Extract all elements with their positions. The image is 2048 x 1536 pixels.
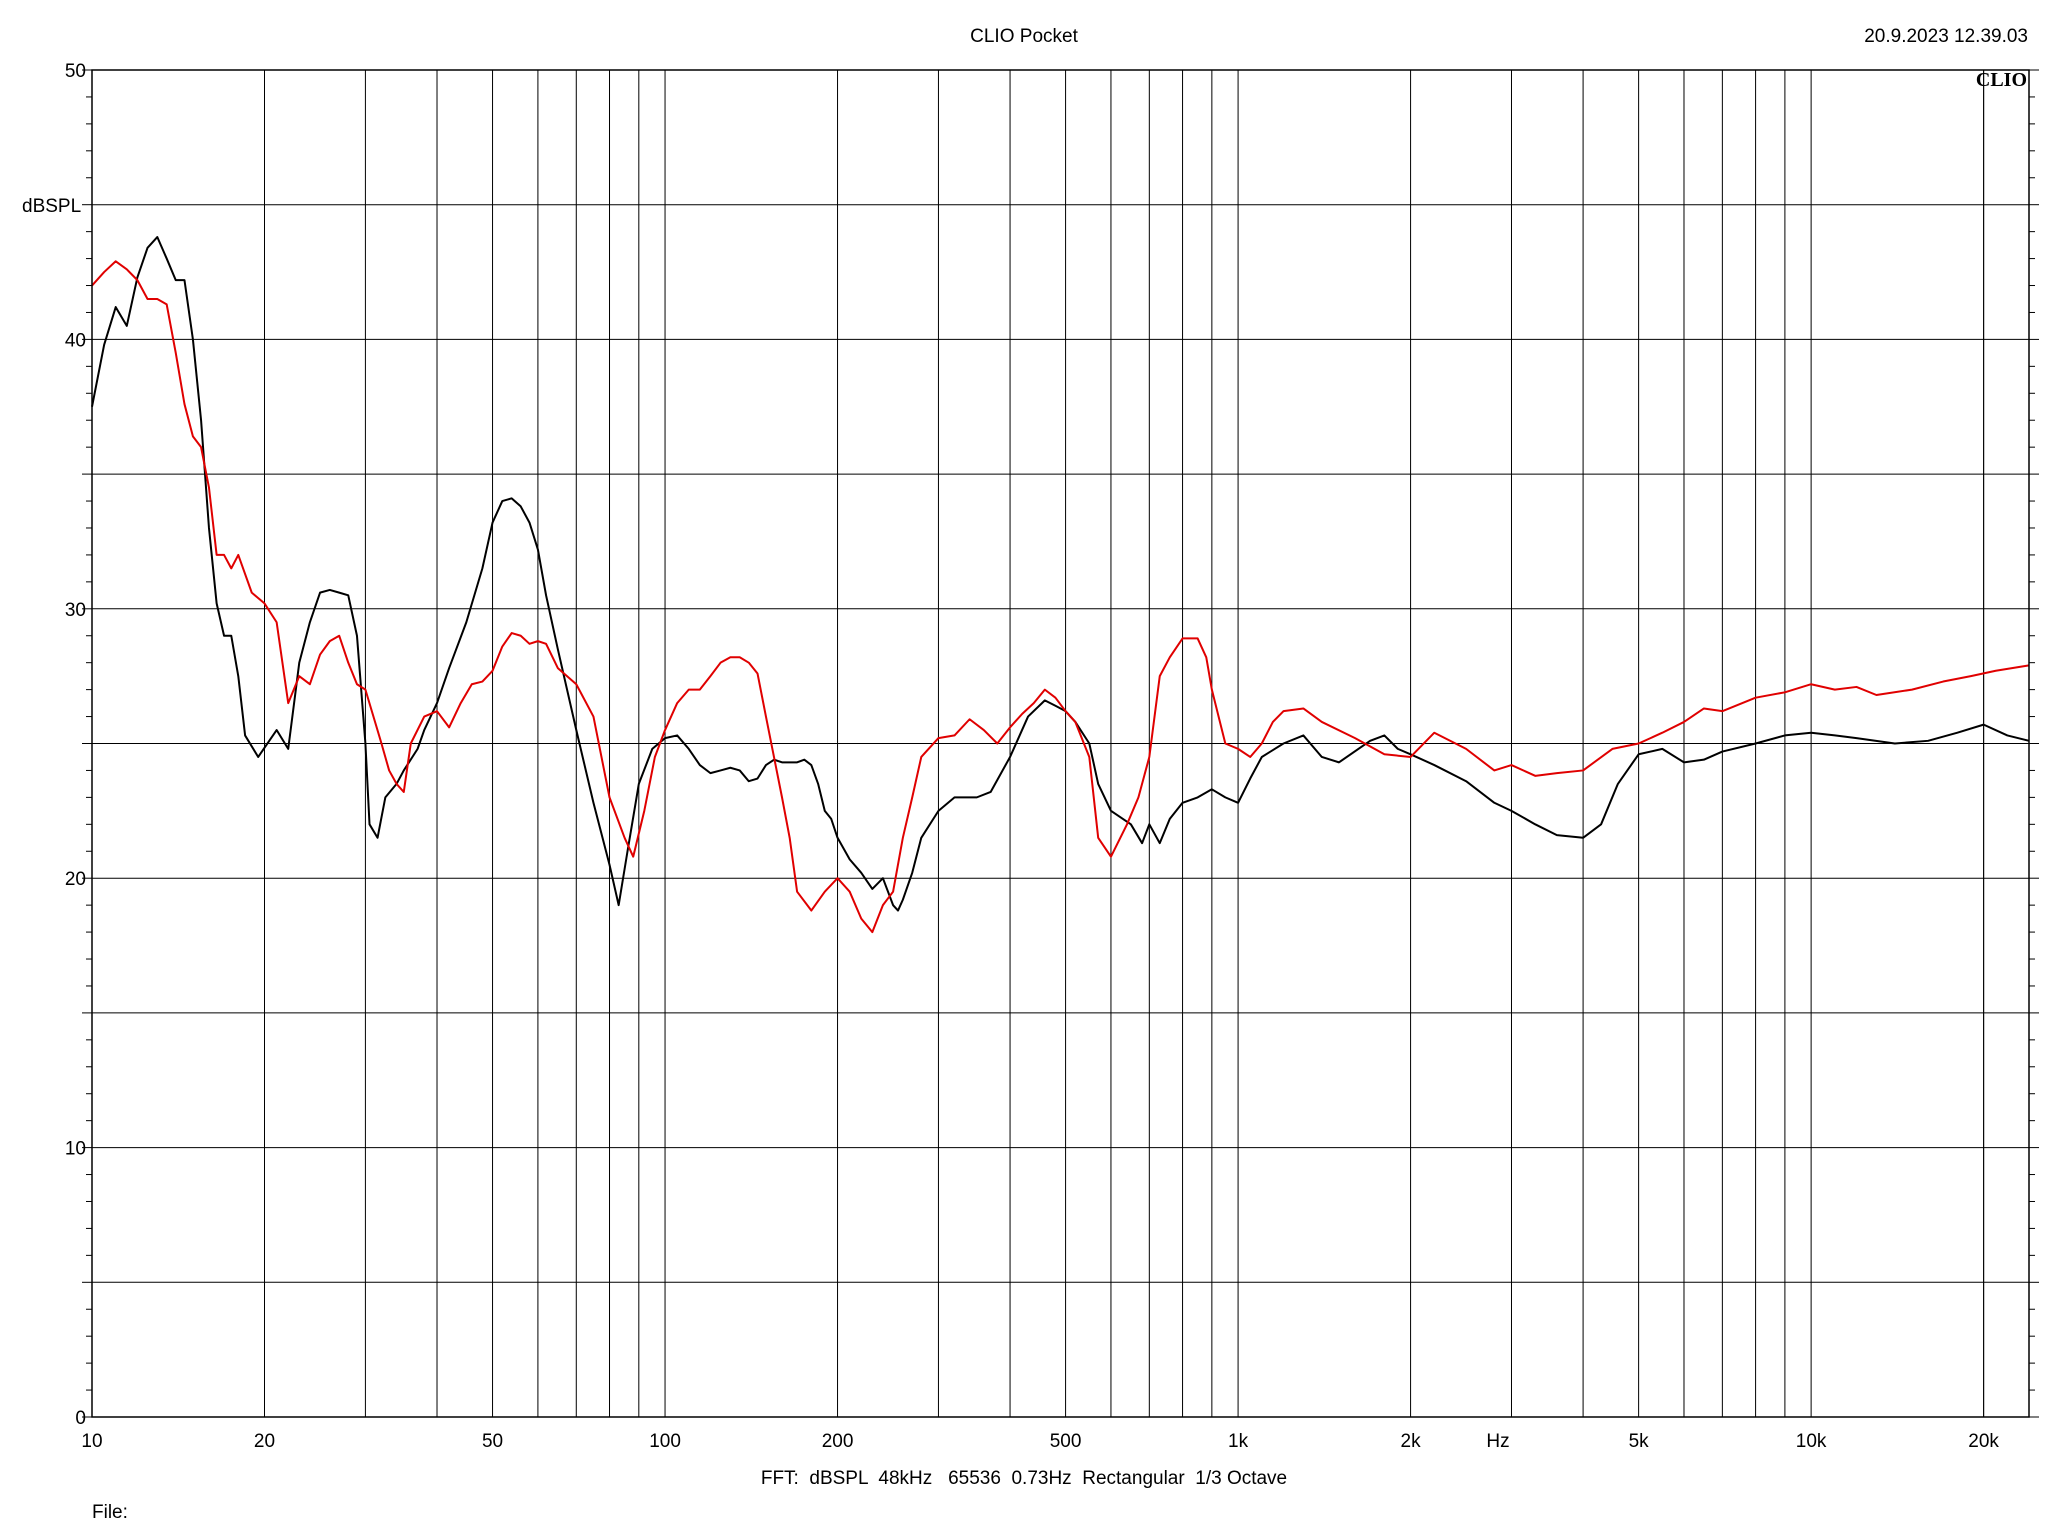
x-tick-label: 100 (649, 1431, 681, 1452)
series-line-black (91, 236, 2030, 912)
x-tick-label: 200 (822, 1431, 854, 1452)
x-tick-label: 2k (1401, 1431, 1422, 1452)
timestamp: 20.9.2023 12.39.03 (1864, 26, 2028, 47)
x-axis-ticks: 10 20 50 100 200 500 1k 2k 5k 10k 20k (81, 1431, 1999, 1452)
y-tick-label: 50 (65, 61, 86, 82)
series-layer (91, 236, 2030, 934)
x-tick-label: 10k (1796, 1431, 1827, 1452)
y-tick-label: 20 (65, 869, 86, 890)
x-tick-label: 20k (1968, 1431, 1999, 1452)
x-tick-label: 1k (1228, 1431, 1249, 1452)
y-axis-ticks: 0 10 20 30 40 50 (65, 61, 2039, 1429)
x-tick-label: 5k (1629, 1431, 1650, 1452)
clio-logo: CLIO (1976, 69, 2027, 91)
y-tick-label: 10 (65, 1139, 86, 1160)
measurement-settings: FFT: dBSPL 48kHz 65536 0.73Hz Rectangula… (761, 1468, 1287, 1489)
x-tick-label: 500 (1050, 1431, 1082, 1452)
y-tick-label: 30 (65, 600, 86, 621)
file-label: File: (92, 1502, 128, 1523)
x-tick-label: 20 (254, 1431, 275, 1452)
x-axis-unit-label: Hz (1486, 1431, 1509, 1452)
horizontal-grid (92, 204, 2029, 1283)
x-tick-label: 50 (482, 1431, 503, 1452)
y-axis-label: dBSPL (22, 196, 81, 217)
app-title: CLIO Pocket (970, 26, 1078, 47)
x-tick-label: 10 (81, 1431, 102, 1452)
series-line-red (91, 260, 2030, 934)
y-tick-label: 40 (65, 330, 86, 351)
y-tick-label: 0 (75, 1408, 86, 1429)
